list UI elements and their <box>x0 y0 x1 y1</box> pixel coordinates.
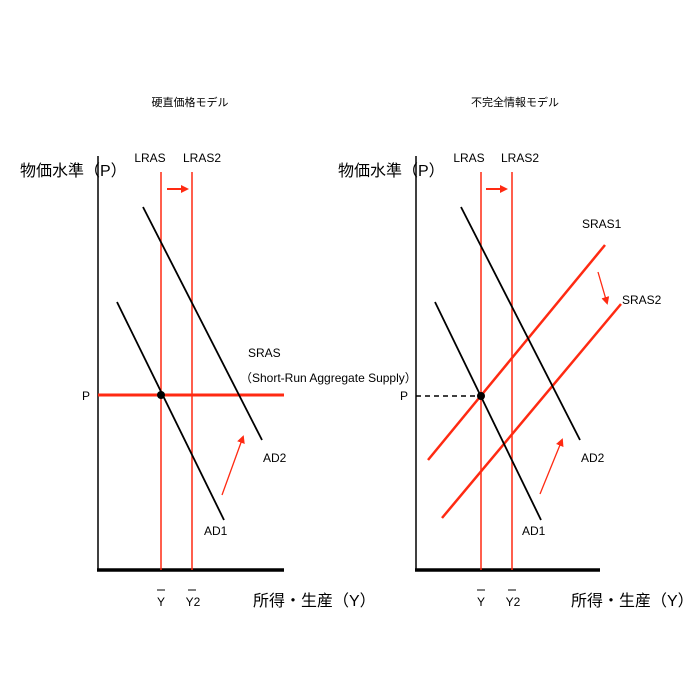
right-y-axis-label: 物価水準（P） <box>338 162 445 180</box>
left-ad2-line <box>142 206 263 441</box>
left-x-axis-label: 所得・生産（Y） <box>253 592 376 610</box>
right-ad1-line <box>434 301 542 521</box>
right-title: 不完全情報モデル <box>471 95 559 109</box>
left-lras-label: LRAS <box>134 151 165 165</box>
left-y2bar-label: Y2 <box>186 595 201 609</box>
right-ad2-label: AD2 <box>581 451 605 465</box>
right-lras2-label: LRAS2 <box>501 151 539 165</box>
left-title: 硬直価格モデル <box>152 95 229 109</box>
left-price-label: P <box>82 389 90 403</box>
left-sras-label: SRAS <box>248 346 281 360</box>
imperfect-information-model-diagram: 不完全情報モデル 物価水準（P） 所得・生産（Y） LRAS LRAS2 P S… <box>338 95 688 610</box>
right-sras1-line <box>427 244 606 461</box>
right-sras2-line <box>441 303 622 519</box>
right-sras1-label: SRAS1 <box>582 217 622 231</box>
right-price-label: P <box>400 389 408 403</box>
right-ad2-line <box>460 206 581 441</box>
right-x-axis-label: 所得・生産（Y） <box>571 592 688 610</box>
left-ad1-label: AD1 <box>204 524 228 538</box>
right-ybar-label: Y <box>477 595 485 609</box>
left-ybar-label: Y <box>157 595 165 609</box>
left-lras2-label: LRAS2 <box>183 151 221 165</box>
right-y2bar-label: Y2 <box>506 595 521 609</box>
right-lras-label: LRAS <box>453 151 484 165</box>
left-equilibrium-point <box>157 391 165 399</box>
left-sras-description: （Short-Run Aggregate Supply） <box>240 371 417 385</box>
right-sras2-label: SRAS2 <box>622 293 662 307</box>
right-ad-shift-arrow <box>539 438 564 495</box>
left-ad2-label: AD2 <box>263 451 287 465</box>
left-ad-shift-arrow <box>221 435 245 496</box>
right-equilibrium-point <box>477 392 485 400</box>
left-y-axis-label: 物価水準（P） <box>20 162 127 180</box>
right-sras-shift-arrow <box>597 271 610 305</box>
right-ad1-label: AD1 <box>522 524 546 538</box>
left-ad1-line <box>116 301 225 521</box>
sticky-price-model-diagram: 硬直価格モデル 物価水準（P） 所得・生産（Y） LRAS LRAS2 P SR… <box>20 95 417 610</box>
